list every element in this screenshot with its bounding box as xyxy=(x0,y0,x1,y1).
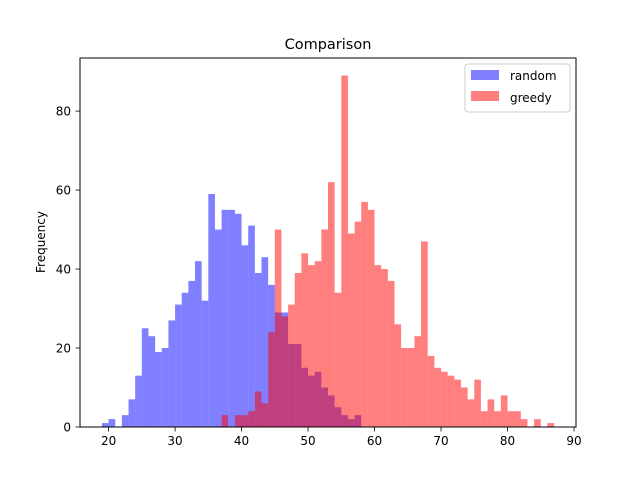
bar-greedy-82 xyxy=(520,419,528,427)
x-tick-label-20: 20 xyxy=(101,434,116,448)
bar-random-27 xyxy=(155,351,162,427)
bar-greedy-47 xyxy=(288,304,295,427)
legend-swatch-greedy xyxy=(471,91,499,101)
bar-random-23 xyxy=(128,399,136,427)
bar-greedy-64 xyxy=(401,348,408,427)
bar-greedy-63 xyxy=(394,324,402,427)
x-tick-label-90: 90 xyxy=(566,434,581,448)
bar-greedy-46 xyxy=(281,316,289,427)
bar-random-43 xyxy=(261,257,269,427)
y-tick-label-0: 0 xyxy=(63,421,71,435)
bar-greedy-60 xyxy=(374,265,382,427)
bar-random-22 xyxy=(121,415,129,427)
bar-greedy-44 xyxy=(268,332,275,427)
x-tick-label-60: 60 xyxy=(367,434,382,448)
bar-greedy-76 xyxy=(480,411,488,427)
bar-random-37 xyxy=(221,209,229,427)
bar-random-34 xyxy=(201,300,209,427)
bar-random-41 xyxy=(248,225,255,427)
bar-greedy-42 xyxy=(254,391,262,427)
legend: random greedy xyxy=(464,63,571,113)
bar-random-32 xyxy=(188,280,196,427)
bar-random-31 xyxy=(181,292,189,427)
bar-greedy-39 xyxy=(234,415,242,427)
bar-greedy-75 xyxy=(474,379,481,427)
x-tick-label-80: 80 xyxy=(500,434,515,448)
bar-greedy-49 xyxy=(301,253,309,427)
bar-greedy-43 xyxy=(261,403,269,427)
legend-swatch-random xyxy=(471,70,499,80)
bar-greedy-59 xyxy=(367,209,375,427)
bar-greedy-84 xyxy=(534,419,541,427)
bar-greedy-81 xyxy=(514,411,521,427)
bar-greedy-86 xyxy=(547,423,555,427)
bar-greedy-45 xyxy=(274,229,282,427)
bar-greedy-51 xyxy=(314,261,322,427)
bar-greedy-50 xyxy=(308,265,315,427)
x-tick-label-70: 70 xyxy=(433,434,448,448)
bar-greedy-66 xyxy=(414,336,422,427)
y-tick-label-80: 80 xyxy=(56,105,71,119)
bar-greedy-79 xyxy=(500,395,508,427)
bar-random-36 xyxy=(214,229,222,427)
bar-greedy-37 xyxy=(221,415,229,427)
bar-random-19 xyxy=(101,423,109,427)
bar-random-20 xyxy=(108,419,116,427)
bar-greedy-70 xyxy=(441,371,448,427)
bars-layer xyxy=(101,75,555,427)
plot-area-frame xyxy=(79,57,577,428)
bar-greedy-53 xyxy=(328,182,335,427)
bar-random-40 xyxy=(241,245,249,427)
x-axis-ticks: 20 30 40 50 60 70 80 90 xyxy=(101,427,582,448)
legend-label-random: random xyxy=(510,69,557,83)
bar-greedy-48 xyxy=(294,273,302,427)
bar-greedy-58 xyxy=(361,201,368,427)
bar-greedy-72 xyxy=(454,379,461,427)
bar-greedy-74 xyxy=(467,399,475,427)
bar-random-38 xyxy=(228,209,235,427)
bar-greedy-61 xyxy=(381,269,388,427)
bar-random-39 xyxy=(234,213,242,427)
bar-greedy-40 xyxy=(241,415,249,427)
bar-greedy-73 xyxy=(460,387,468,427)
bar-greedy-62 xyxy=(387,280,395,427)
bar-random-33 xyxy=(195,261,202,427)
bar-greedy-69 xyxy=(434,367,442,427)
bar-greedy-65 xyxy=(407,348,415,427)
bar-greedy-41 xyxy=(248,411,255,427)
bar-random-26 xyxy=(148,336,156,427)
bar-greedy-52 xyxy=(321,229,328,427)
bar-greedy-78 xyxy=(494,411,501,427)
bar-random-30 xyxy=(175,304,182,427)
chart-title: Comparison xyxy=(285,37,372,53)
y-axis-label: Frequency xyxy=(34,211,48,273)
bar-greedy-71 xyxy=(447,375,455,427)
x-tick-label-30: 30 xyxy=(167,434,182,448)
bar-greedy-80 xyxy=(507,411,515,427)
bar-greedy-77 xyxy=(487,399,495,427)
bar-greedy-67 xyxy=(421,241,428,427)
x-tick-label-50: 50 xyxy=(300,434,315,448)
y-tick-label-60: 60 xyxy=(56,184,71,198)
bar-random-25 xyxy=(141,328,149,427)
bar-greedy-57 xyxy=(354,221,362,427)
bar-greedy-55 xyxy=(341,75,348,427)
legend-label-greedy: greedy xyxy=(510,91,552,105)
y-tick-label-20: 20 xyxy=(56,342,71,356)
bar-random-28 xyxy=(161,348,169,427)
bar-random-29 xyxy=(168,320,176,427)
bar-random-35 xyxy=(208,194,215,427)
y-tick-label-40: 40 xyxy=(56,263,71,277)
bar-random-24 xyxy=(135,375,142,427)
bar-greedy-56 xyxy=(347,233,355,427)
x-tick-label-40: 40 xyxy=(234,434,249,448)
bar-greedy-54 xyxy=(334,292,342,427)
bar-random-42 xyxy=(254,273,262,427)
bar-greedy-68 xyxy=(427,355,435,427)
y-axis-ticks: 0 20 40 60 80 xyxy=(56,105,80,435)
